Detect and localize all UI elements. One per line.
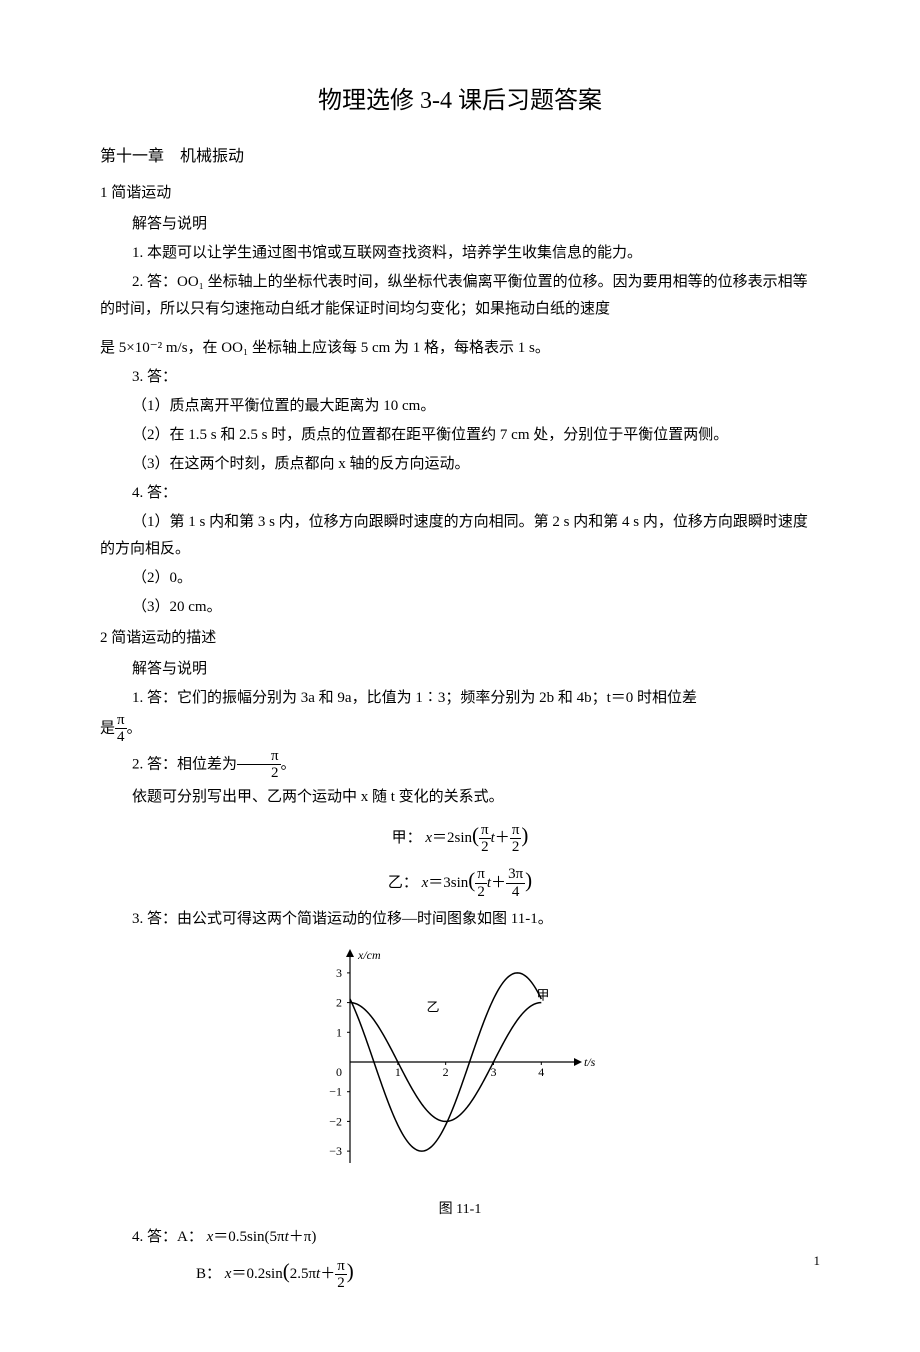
frac-den: 4 [115, 729, 127, 746]
section2-subhead: 解答与说明 [100, 656, 820, 683]
s1-q1: 1. 本题可以让学生通过图书馆或互联网查找资料，培养学生收集信息的能力。 [100, 240, 820, 267]
s1-q2a: 2. 答：OO₁ 坐标轴上的坐标代表时间，纵坐标代表偏离平衡位置的位移。因为要用… [100, 274, 808, 317]
s2-q1b: 是π4。 [100, 712, 820, 746]
frac-pi-4: π4 [115, 712, 127, 746]
svg-text:−2: −2 [329, 1115, 342, 1129]
formula-jia-label: 甲： [392, 830, 422, 846]
frac-pi-2: π2 [237, 748, 281, 782]
s1-q3-1: （1）质点离开平衡位置的最大距离为 10 cm。 [100, 393, 820, 420]
svg-text:3: 3 [336, 966, 342, 980]
s2-q2: 2. 答：相位差为π2。 [100, 748, 820, 782]
s1-q4-2: （2）0。 [100, 565, 820, 592]
page-number: 1 [814, 1249, 821, 1272]
s2-q4b-label: B： [196, 1266, 221, 1282]
svg-text:4: 4 [538, 1065, 544, 1079]
s1-q4-1-text: （1）第 1 s 内和第 3 s 内，位移方向跟瞬时速度的方向相同。第 2 s … [100, 514, 808, 557]
s2-q4: 4. 答：A： x＝0.5sin(5πt＋π) [100, 1224, 820, 1251]
s2-q4-label: 4. 答：A： [132, 1229, 203, 1245]
chart-svg: −3−2−112301234x/cmt/s甲乙 [310, 943, 610, 1183]
s1-q3-2: （2）在 1.5 s 和 2.5 s 时，质点的位置都在距平衡位置约 7 cm … [100, 422, 820, 449]
s2-q1b-pre: 是 [100, 720, 115, 736]
formula-yi: 乙： x＝3sin(π2t＋3π4) [100, 862, 820, 901]
s1-q3-2-text: （2）在 1.5 s 和 2.5 s 时，质点的位置都在距平衡位置约 7 cm … [132, 427, 728, 443]
s2-q2-post: 。 [281, 756, 296, 772]
svg-text:2: 2 [336, 996, 342, 1010]
s1-q4-3: （3）20 cm。 [100, 594, 820, 621]
frac-num: π [115, 712, 127, 730]
s1-q4: 4. 答： [100, 480, 820, 507]
formula-yi-label: 乙： [388, 875, 418, 891]
s2-q3: 3. 答：由公式可得这两个简谐运动的位移—时间图象如图 11-1。 [100, 906, 820, 933]
s2-q1b-post: 。 [127, 720, 142, 736]
section1-heading: 1 简谐运动 [100, 180, 820, 207]
formula-jia: 甲： x＝2sin(π2t＋π2) [100, 817, 820, 856]
s2-q1-text: 1. 答：它们的振幅分别为 3a 和 9a，比值为 1∶3；频率分别为 2b 和… [132, 690, 697, 706]
svg-text:−1: −1 [329, 1085, 342, 1099]
svg-text:0: 0 [336, 1065, 342, 1079]
s2-q1: 1. 答：它们的振幅分别为 3a 和 9a，比值为 1∶3；频率分别为 2b 和… [100, 685, 820, 712]
frac-den2: 2 [237, 765, 281, 782]
svg-text:乙: 乙 [427, 1000, 440, 1015]
chart-caption: 图 11-1 [100, 1197, 820, 1222]
svg-text:甲: 甲 [537, 988, 550, 1003]
s2-q2-desc: 依题可分别写出甲、乙两个运动中 x 随 t 变化的关系式。 [100, 784, 820, 811]
section1-subhead: 解答与说明 [100, 211, 820, 238]
svg-text:−3: −3 [329, 1144, 342, 1158]
s1-q2: 2. 答：OO₁ 坐标轴上的坐标代表时间，纵坐标代表偏离平衡位置的位移。因为要用… [100, 269, 820, 323]
s1-q3-3: （3）在这两个时刻，质点都向 x 轴的反方向运动。 [100, 451, 820, 478]
s2-q4b: B： x＝0.2sin(2.5πt＋π2) [100, 1253, 820, 1292]
svg-text:2: 2 [443, 1065, 449, 1079]
s1-q2b: 是 5×10⁻² m/s，在 OO₁ 坐标轴上应该每 5 cm 为 1 格，每格… [100, 335, 820, 362]
svg-text:x/cm: x/cm [357, 948, 381, 962]
frac-num2: π [237, 748, 281, 766]
s1-q3: 3. 答： [100, 364, 820, 391]
section2-heading: 2 简谐运动的描述 [100, 625, 820, 652]
page-title: 物理选修 3-4 课后习题答案 [100, 80, 820, 123]
svg-text:1: 1 [336, 1025, 342, 1039]
svg-text:t/s: t/s [584, 1055, 596, 1069]
displacement-chart: −3−2−112301234x/cmt/s甲乙 [100, 943, 820, 1193]
chapter-heading: 第十一章 机械振动 [100, 143, 820, 172]
s2-q2-pre: 2. 答：相位差为 [132, 756, 237, 772]
s1-q4-1: （1）第 1 s 内和第 3 s 内，位移方向跟瞬时速度的方向相同。第 2 s … [100, 509, 820, 563]
